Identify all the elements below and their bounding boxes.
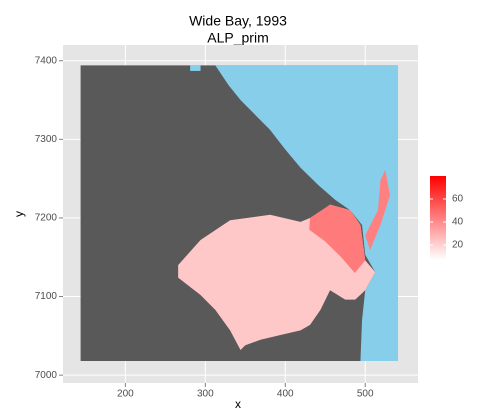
map-region xyxy=(215,65,399,361)
map-region xyxy=(365,169,391,251)
chart-title: Wide Bay, 1993 xyxy=(189,13,287,29)
x-tick-label: 400 xyxy=(277,389,294,400)
x-axis-title: x xyxy=(235,397,241,411)
y-tick-label: 7000 xyxy=(35,370,58,381)
x-tick-label: 300 xyxy=(197,389,214,400)
colorbar xyxy=(430,176,446,260)
chart-subtitle: ALP_prim xyxy=(207,30,268,46)
y-tick-label: 7300 xyxy=(35,134,58,145)
y-tick-label: 7200 xyxy=(35,213,58,224)
map-region xyxy=(309,204,366,273)
x-tick-label: 200 xyxy=(117,389,134,400)
y-tick-label: 7400 xyxy=(35,55,58,66)
y-tick-label: 7100 xyxy=(35,291,58,302)
colorbar-label: 40 xyxy=(452,217,464,228)
y-axis-title: y xyxy=(12,211,26,217)
colorbar-label: 20 xyxy=(452,240,464,251)
x-tick-label: 500 xyxy=(357,389,374,400)
map-region xyxy=(190,65,201,71)
colorbar-label: 60 xyxy=(452,194,464,205)
